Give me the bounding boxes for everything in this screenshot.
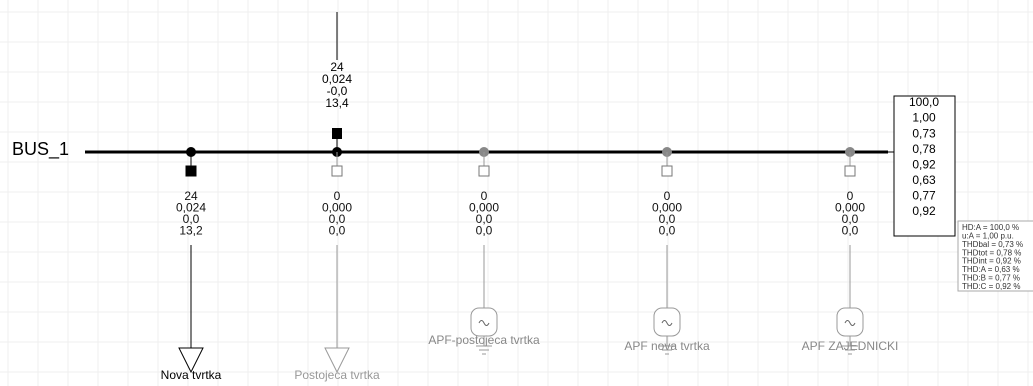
result-value: 0 [481,189,488,203]
breaker [332,128,342,139]
breaker [844,165,856,177]
result-value: -0,0 [327,84,348,98]
tooltip-line: THDint = 0,92 % [962,257,1021,266]
branch-label: Postojeca tvrtka [294,368,380,382]
result-value: 0,0 [659,224,676,238]
tooltip-line: THD:A = 0,63 % [962,265,1020,274]
bus-result-box [893,95,956,237]
result-value: 0,0 [329,212,346,226]
bus-result: 0,63 [912,173,936,187]
result-value: 0,0 [329,224,346,238]
tooltip-line: THDbal = 0,73 % [962,240,1023,249]
result-value: 0,024 [176,201,206,215]
bus-name: BUS_1 [12,139,69,160]
result-value: 0,0 [476,224,493,238]
result-value: 24 [330,60,344,74]
result-value: 0,0 [476,212,493,226]
breaker [661,165,673,177]
apf-wave [661,320,673,326]
result-value: 13,2 [179,224,203,238]
result-value: 0 [664,189,671,203]
tooltip-box [957,220,1033,292]
branch-label: Nova tvrtka [161,368,222,382]
breaker [185,165,197,177]
result-value: 0,000 [469,201,499,215]
bus-result: 0,77 [912,189,936,203]
result-value: 0,0 [842,212,859,226]
tooltip-line: THD:B = 0,77 % [962,274,1020,283]
result-value: 0,0 [183,212,200,226]
result-value: 0,024 [322,72,352,86]
result-value: 24 [184,189,198,203]
bus-result: 1,00 [912,111,936,125]
load-symbol [324,347,350,374]
bus-result: 0,92 [912,204,936,218]
result-value: 13,4 [325,96,349,110]
result-value: 0,000 [835,201,865,215]
branch-label: APF ZAJEDNICKI [802,339,899,353]
tooltip-line: HD:A = 100,0 % [962,223,1019,232]
bus-result: 0,78 [912,142,936,156]
branch-label: APF-postojeca tvrtka [428,333,540,347]
bus-result: 0,92 [912,157,936,171]
result-value: 0,0 [842,224,859,238]
tooltip-line: u:A = 1,00 p.u. [962,232,1014,241]
result-value: 0,000 [652,201,682,215]
result-value: 0 [334,189,341,203]
bus-result: 0,73 [912,126,936,140]
tooltip-line: THDtot = 0,78 % [962,248,1021,257]
result-value: 0,0 [659,212,676,226]
result-value: 0 [847,189,854,203]
tooltip-line: THD:C = 0,92 % [962,282,1020,291]
bus-result: 100,0 [909,95,939,109]
branch-label: APF nova tvrtka [624,339,710,353]
apf-wave [478,320,490,326]
breaker [331,165,343,177]
breaker [478,165,490,177]
load-symbol [178,347,204,374]
result-value: 0,000 [322,201,352,215]
apf-wave [844,320,856,326]
